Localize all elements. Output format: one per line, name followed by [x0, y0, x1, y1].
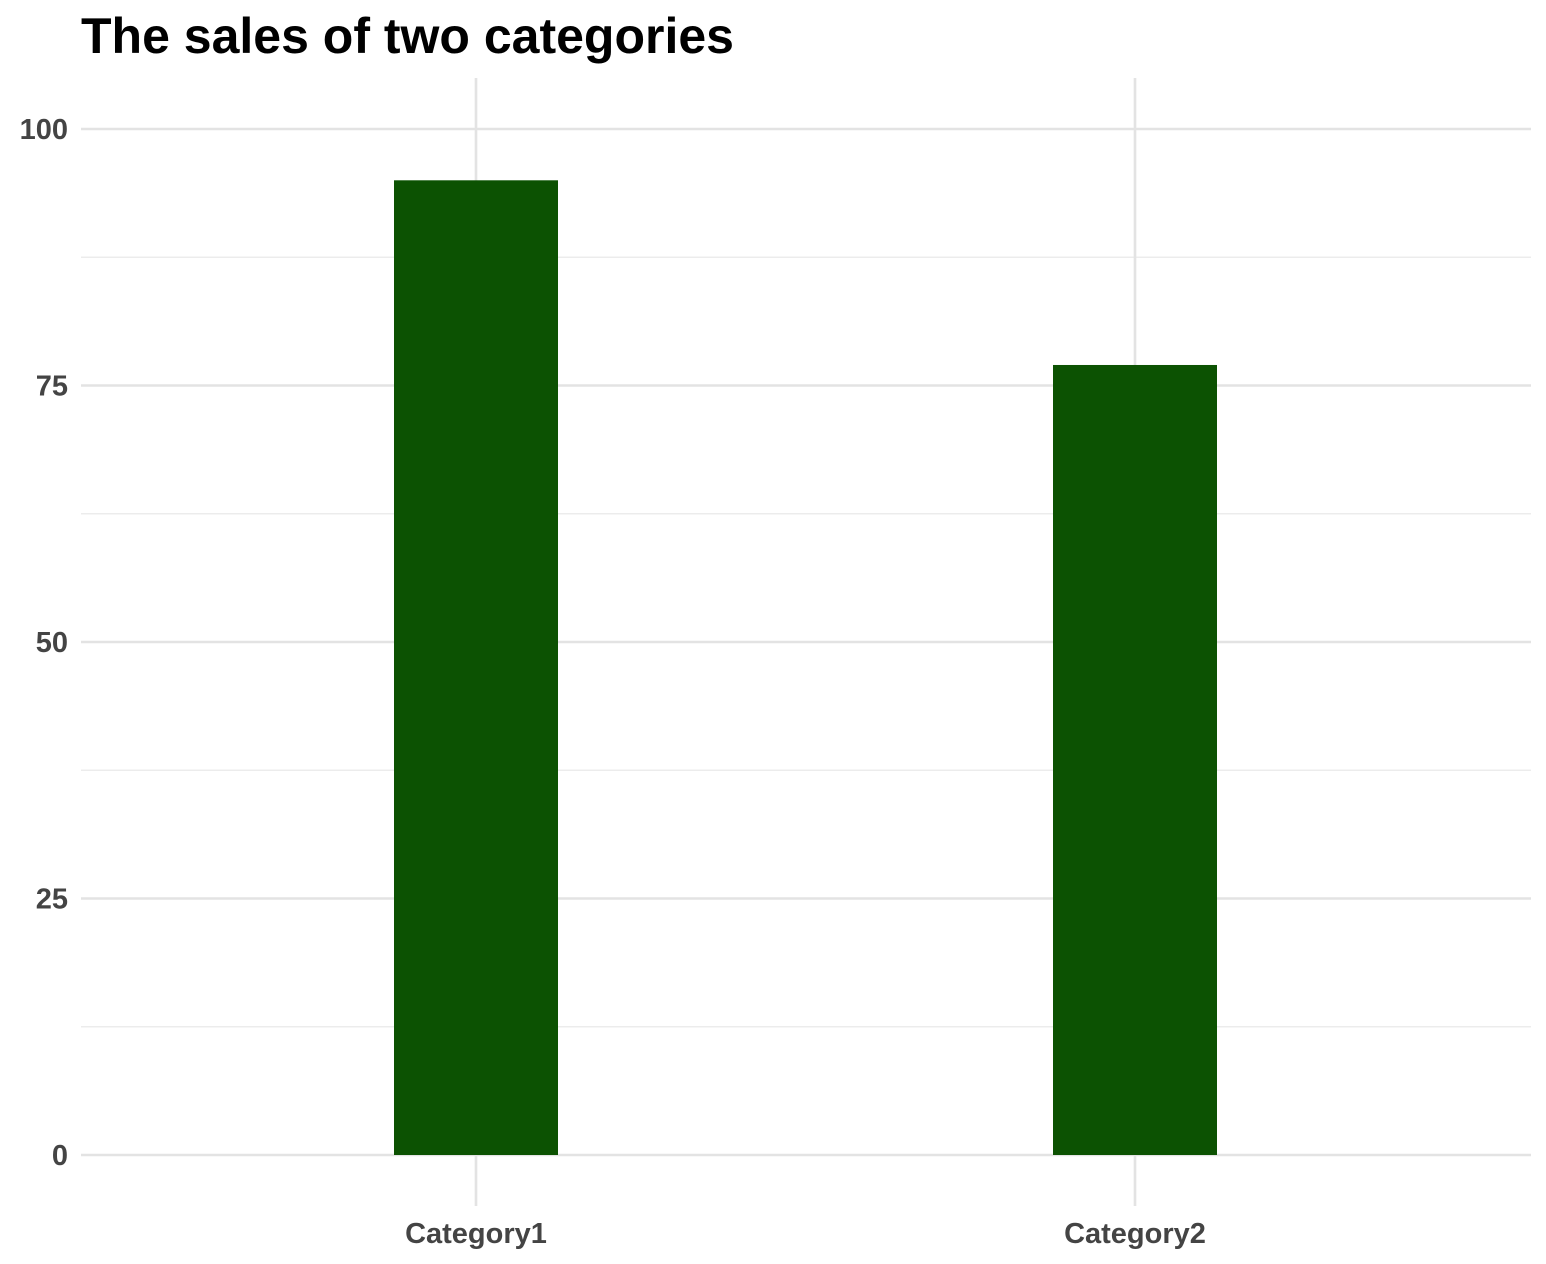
y-tick-label: 25	[36, 884, 68, 916]
x-tick-label: Category1	[405, 1218, 547, 1250]
y-tick-label: 50	[36, 627, 68, 659]
x-tick-label: Category2	[1064, 1218, 1206, 1250]
grid-lines	[81, 78, 1531, 1206]
x-axis-tick-labels: Category1 Category2	[405, 1218, 1206, 1250]
y-tick-label: 75	[36, 371, 68, 403]
y-tick-label: 100	[20, 114, 68, 146]
bar-category1	[394, 180, 558, 1156]
bar-category2	[1053, 364, 1217, 1156]
y-axis-tick-labels: 0 25 50 75 100	[20, 114, 68, 1172]
chart-title: The sales of two categories	[81, 8, 734, 64]
bars	[394, 180, 1217, 1156]
y-tick-label: 0	[52, 1140, 68, 1172]
